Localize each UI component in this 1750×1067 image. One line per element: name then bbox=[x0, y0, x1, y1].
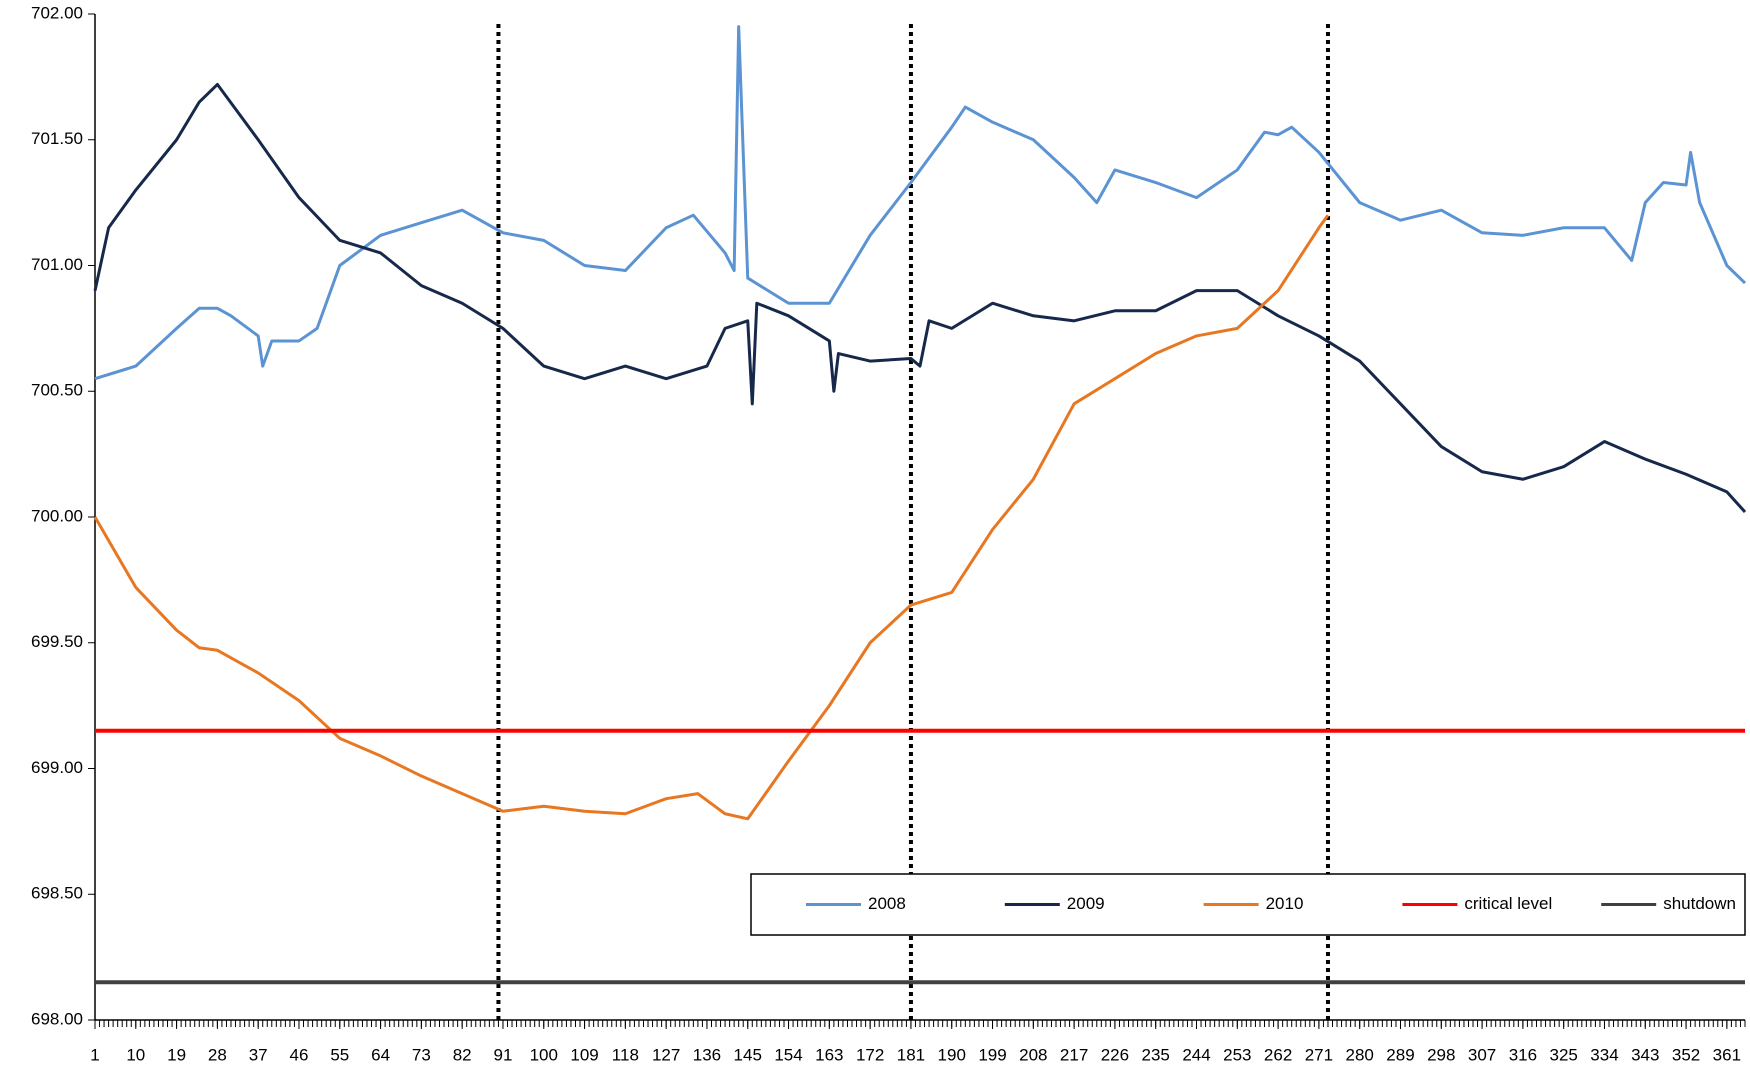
x-tick-label: 289 bbox=[1386, 1045, 1414, 1064]
minor-ticks bbox=[94, 1020, 1746, 1027]
x-tick-label: 28 bbox=[208, 1045, 227, 1064]
x-tick-label: 82 bbox=[453, 1045, 472, 1064]
x-tick-label: 163 bbox=[815, 1045, 843, 1064]
x-tick-label: 217 bbox=[1060, 1045, 1088, 1064]
series-line bbox=[93, 214, 1330, 821]
x-tick-label: 316 bbox=[1509, 1045, 1537, 1064]
legend-label: 2010 bbox=[1266, 894, 1304, 913]
x-tick-label: 262 bbox=[1264, 1045, 1292, 1064]
x-tick-label: 91 bbox=[494, 1045, 513, 1064]
y-tick-label: 700.00 bbox=[31, 506, 83, 525]
x-tick-label: 46 bbox=[290, 1045, 309, 1064]
series-line bbox=[93, 82, 1747, 513]
legend-label: 2009 bbox=[1067, 894, 1105, 913]
x-tick-label: 235 bbox=[1142, 1045, 1170, 1064]
x-tick-label: 325 bbox=[1549, 1045, 1577, 1064]
x-tick-label: 1 bbox=[90, 1045, 99, 1064]
x-tick-label: 226 bbox=[1101, 1045, 1129, 1064]
x-tick-label: 100 bbox=[530, 1045, 558, 1064]
x-tick-label: 352 bbox=[1672, 1045, 1700, 1064]
x-tick-label: 271 bbox=[1305, 1045, 1333, 1064]
x-tick-label: 145 bbox=[734, 1045, 762, 1064]
y-tick-label: 701.00 bbox=[31, 255, 83, 274]
y-tick-label: 698.50 bbox=[31, 884, 83, 903]
legend-label: shutdown bbox=[1663, 894, 1736, 913]
x-tick-label: 190 bbox=[938, 1045, 966, 1064]
x-tick-label: 118 bbox=[612, 1045, 639, 1064]
x-tick-label: 334 bbox=[1590, 1045, 1618, 1064]
legend-label: critical level bbox=[1464, 894, 1552, 913]
series-line bbox=[94, 25, 1747, 381]
x-tick-label: 136 bbox=[693, 1045, 721, 1064]
x-tick-label: 253 bbox=[1223, 1045, 1251, 1064]
x-tick-label: 307 bbox=[1468, 1045, 1496, 1064]
x-tick-label: 244 bbox=[1182, 1045, 1210, 1064]
x-tick-label: 109 bbox=[570, 1045, 598, 1064]
y-tick-label: 700.50 bbox=[31, 381, 83, 400]
x-tick-label: 37 bbox=[249, 1045, 268, 1064]
legend-label: 2008 bbox=[868, 894, 906, 913]
y-tick-label: 699.00 bbox=[31, 758, 83, 777]
x-tick-label: 280 bbox=[1346, 1045, 1374, 1064]
x-tick-label: 343 bbox=[1631, 1045, 1659, 1064]
x-tick-label: 127 bbox=[652, 1045, 680, 1064]
x-tick-label: 19 bbox=[167, 1045, 186, 1064]
x-tick-label: 64 bbox=[371, 1045, 390, 1064]
x-tick-label: 154 bbox=[774, 1045, 802, 1064]
x-tick-label: 55 bbox=[330, 1045, 349, 1064]
x-tick-label: 172 bbox=[856, 1045, 884, 1064]
x-tick-label: 181 bbox=[897, 1045, 925, 1064]
y-tick-label: 698.00 bbox=[31, 1009, 83, 1028]
x-tick-label: 361 bbox=[1713, 1045, 1741, 1064]
x-tick-label: 199 bbox=[978, 1045, 1006, 1064]
y-tick-label: 699.50 bbox=[31, 632, 83, 651]
y-tick-label: 701.50 bbox=[31, 129, 83, 148]
x-tick-label: 208 bbox=[1019, 1045, 1047, 1064]
y-tick-label: 702.00 bbox=[31, 3, 83, 22]
x-tick-label: 298 bbox=[1427, 1045, 1455, 1064]
x-tick-label: 73 bbox=[412, 1045, 431, 1064]
x-tick-label: 10 bbox=[126, 1045, 145, 1064]
